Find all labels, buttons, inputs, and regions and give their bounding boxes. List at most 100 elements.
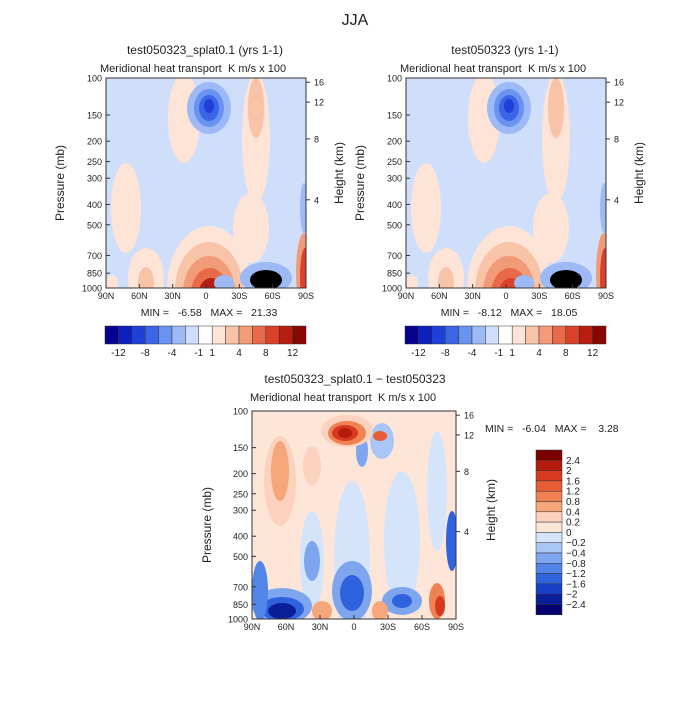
panel-2-stats: MIN = -8.12 MAX = 18.05 (441, 307, 578, 319)
x-tick-label: 60S (565, 291, 581, 301)
panel-1-units: K m/s x 100 (228, 63, 286, 75)
x-tick-label: 60S (414, 622, 430, 632)
upper-positive-core (338, 428, 352, 438)
colorbar-swatch (458, 325, 473, 345)
panel-2-title: test050323 (yrs 1-1) (451, 43, 558, 57)
colorbar-swatch (211, 325, 226, 345)
colorbar-swatch (525, 325, 540, 345)
panel-1-y-axis: 100 150 200 250 300 400 500 700 850 1000 (82, 74, 110, 294)
colorbar-swatch (131, 325, 146, 345)
colorbar-label: −0.4 (566, 549, 586, 560)
colorbar-swatch (418, 325, 433, 345)
colorbar-label: 1 (509, 348, 515, 359)
colorbar-swatch (118, 325, 133, 345)
y-tick-label: 700 (233, 582, 248, 592)
right-tick-label: 4 (314, 195, 319, 205)
y-tick-label: 850 (387, 269, 402, 279)
x-tick-label: 60S (265, 291, 281, 301)
x-tick-label: 30S (380, 622, 396, 632)
lower-negative (340, 575, 364, 611)
lower-positive (372, 601, 388, 619)
panel-3-subtitle: Meridional heat transport (250, 392, 372, 404)
y-tick-label: 150 (387, 110, 402, 120)
edge-negative (446, 511, 456, 571)
colorbar-swatch (552, 325, 567, 345)
colorbar-label: -1 (494, 348, 503, 359)
colorbar-label: 1.6 (566, 476, 580, 487)
colorbar-swatch (471, 325, 486, 345)
x-tick-label: 90N (398, 291, 415, 301)
colorbar-label: −0.2 (566, 538, 586, 549)
colorbar-label: 1 (209, 348, 215, 359)
right-tick-label: 16 (464, 411, 474, 421)
y-tick-label: 1000 (228, 615, 248, 625)
panel-1: test050323_splat0.1 (yrs 1-1) Meridional… (53, 43, 346, 359)
panel-3-title: test050323_splat0.1 − test050323 (264, 372, 445, 386)
lower-negative (392, 594, 412, 608)
x-tick-label: 0 (203, 291, 208, 301)
colorbar-swatch (535, 593, 563, 605)
pos-column (303, 446, 321, 486)
y-tick-label: 150 (87, 110, 102, 120)
y-tick-label: 100 (233, 407, 248, 417)
panel-1-ylabel-right: Height (km) (332, 142, 346, 204)
warm-column (111, 163, 141, 253)
nh-positive (138, 267, 154, 288)
right-tick-label: 12 (464, 430, 474, 440)
sh-negative (550, 270, 582, 288)
colorbar-swatch (104, 325, 119, 345)
colorbar-swatch (535, 449, 563, 461)
colorbar-label: 2.4 (566, 456, 580, 467)
colorbar-label: 0.4 (566, 507, 580, 518)
arctic-positive (406, 275, 418, 288)
x-tick-label: 60N (278, 622, 295, 632)
colorbar-label: −2.4 (566, 600, 586, 611)
colorbar-swatch (225, 325, 240, 345)
right-tick-label: 12 (614, 98, 624, 108)
upper-negative (504, 99, 514, 113)
colorbar-swatch (198, 325, 213, 345)
right-tick-label: 12 (314, 98, 324, 108)
lower-positive (312, 601, 332, 619)
colorbar-label: 12 (287, 348, 299, 359)
x-tick-label: 60N (431, 291, 448, 301)
x-tick-label: 90S (298, 291, 314, 301)
panel-1-colorbar: -12 -8 -4 -1 1 4 8 12 (104, 325, 307, 359)
colorbar-swatch (404, 325, 419, 345)
lower-positive (435, 596, 445, 616)
x-tick-label: 30N (164, 291, 181, 301)
colorbar-label: -12 (411, 348, 426, 359)
y-tick-label: 200 (233, 469, 248, 479)
y-tick-label: 250 (233, 489, 248, 499)
colorbar-swatch (238, 325, 253, 345)
x-tick-label: 90S (448, 622, 464, 632)
panel-3-ylabel: Pressure (mb) (200, 487, 214, 563)
page-title: JJA (342, 12, 369, 29)
panel-1-right-axis: 16 12 8 4 (306, 78, 324, 205)
panel-3-stats: MIN = -6.04 MAX = 3.28 (485, 423, 619, 435)
panel-3-colorbar: 2.421.61.20.80.40.20−0.2−0.4−0.8−1.2−1.6… (535, 449, 586, 616)
panel-3-right-axis: 16 12 8 4 (456, 411, 474, 537)
right-tick-label: 8 (314, 134, 319, 144)
panel-2-field (406, 78, 606, 288)
neg-column (427, 431, 447, 551)
y-tick-label: 850 (87, 269, 102, 279)
y-tick-label: 250 (87, 157, 102, 167)
panel-2-colorbar: -12 -8 -4 -1 1 4 8 12 (404, 325, 607, 359)
colorbar-swatch (535, 460, 563, 471)
right-tick-label: 4 (614, 195, 619, 205)
colorbar-label: 2 (566, 466, 572, 477)
x-tick-label: 90S (598, 291, 614, 301)
colorbar-label: 8 (563, 348, 569, 359)
warm-column (533, 193, 569, 263)
colorbar-swatch (578, 325, 593, 345)
upper-negative (204, 99, 214, 113)
warm-column (233, 193, 269, 263)
arctic-positive (106, 275, 118, 288)
y-tick-label: 200 (387, 137, 402, 147)
colorbar-label: 0.2 (566, 518, 580, 529)
colorbar-swatch (535, 470, 563, 482)
y-tick-label: 400 (387, 200, 402, 210)
panel-2-subtitle: Meridional heat transport (400, 63, 522, 75)
colorbar-label: 0.8 (566, 497, 580, 508)
